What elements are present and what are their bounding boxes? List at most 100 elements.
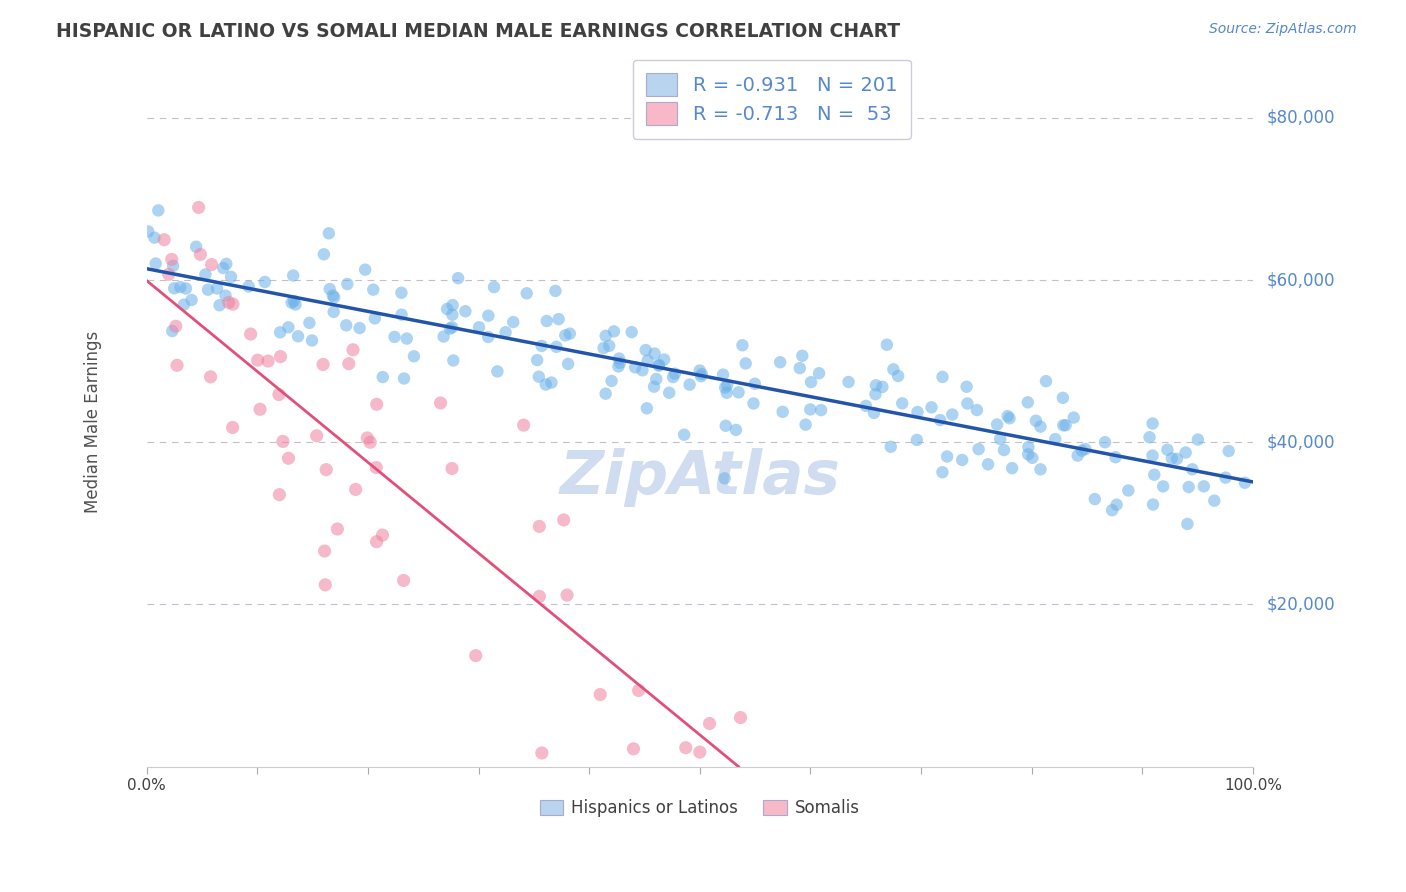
Point — [921, 401, 943, 415]
Point — [637, 353, 659, 368]
Point — [436, 301, 458, 316]
Point — [354, 262, 377, 277]
Point — [699, 716, 721, 731]
Point — [1142, 417, 1164, 431]
Point — [652, 352, 675, 367]
Point — [855, 399, 877, 413]
Point — [716, 378, 738, 392]
Point — [530, 746, 553, 760]
Point — [336, 277, 359, 291]
Point — [607, 359, 630, 374]
Point — [876, 337, 898, 351]
Point — [865, 387, 887, 401]
Point — [384, 330, 406, 344]
Point — [439, 321, 461, 335]
Point — [253, 275, 276, 289]
Point — [371, 528, 394, 542]
Point — [447, 271, 470, 285]
Point — [675, 740, 697, 755]
Point — [200, 369, 222, 384]
Point — [1139, 430, 1161, 444]
Point — [1052, 418, 1074, 433]
Point — [967, 442, 990, 457]
Point — [440, 461, 463, 475]
Point — [160, 252, 183, 267]
Text: ZipAtlas: ZipAtlas — [560, 448, 841, 507]
Point — [620, 325, 643, 339]
Point — [955, 380, 977, 394]
Point — [931, 370, 953, 384]
Point — [730, 710, 752, 724]
Point — [257, 354, 280, 368]
Point — [865, 378, 887, 392]
Point — [863, 406, 886, 420]
Point — [205, 281, 228, 295]
Text: $40,000: $40,000 — [1267, 434, 1334, 451]
Point — [392, 574, 415, 588]
Point — [194, 268, 217, 282]
Point — [1001, 461, 1024, 475]
Point — [495, 326, 517, 340]
Point — [312, 358, 335, 372]
Point — [239, 326, 262, 341]
Point — [678, 377, 700, 392]
Point — [163, 281, 186, 295]
Point — [249, 402, 271, 417]
Point — [690, 369, 713, 384]
Point — [323, 290, 346, 304]
Point — [219, 269, 242, 284]
Point — [664, 367, 686, 381]
Point — [1017, 440, 1039, 454]
Point — [197, 283, 219, 297]
Point — [315, 463, 337, 477]
Point — [314, 578, 336, 592]
Point — [714, 418, 737, 433]
Point — [162, 259, 184, 273]
Point — [645, 372, 668, 386]
Text: Median Male Earnings: Median Male Earnings — [84, 331, 103, 513]
Point — [371, 370, 394, 384]
Point — [166, 359, 188, 373]
Point — [553, 513, 575, 527]
Point — [433, 329, 456, 343]
Point — [214, 288, 236, 302]
Point — [165, 319, 187, 334]
Text: HISPANIC OR LATINO VS SOMALI MEDIAN MALE EARNINGS CORRELATION CHART: HISPANIC OR LATINO VS SOMALI MEDIAN MALE… — [56, 22, 900, 41]
Point — [366, 397, 388, 411]
Point — [631, 363, 654, 377]
Point — [592, 341, 614, 355]
Point — [464, 648, 486, 663]
Point — [402, 349, 425, 363]
Point — [477, 330, 499, 344]
Point — [609, 356, 631, 370]
Point — [905, 433, 928, 447]
Point — [634, 343, 657, 357]
Point — [931, 465, 953, 479]
Point — [557, 357, 579, 371]
Point — [600, 374, 623, 388]
Point — [1233, 475, 1256, 490]
Text: Source: ZipAtlas.com: Source: ZipAtlas.com — [1209, 22, 1357, 37]
Point — [222, 297, 245, 311]
Point — [1181, 462, 1204, 476]
Point — [529, 590, 551, 604]
Point — [555, 588, 578, 602]
Point — [1218, 444, 1240, 458]
Point — [212, 260, 235, 275]
Point — [711, 368, 734, 382]
Point — [361, 283, 384, 297]
Point — [598, 339, 620, 353]
Point — [998, 411, 1021, 425]
Point — [595, 386, 617, 401]
Point — [882, 362, 904, 376]
Point — [1192, 479, 1215, 493]
Point — [218, 295, 240, 310]
Point — [1029, 462, 1052, 476]
Point — [482, 280, 505, 294]
Point — [546, 340, 568, 354]
Point — [544, 284, 567, 298]
Point — [337, 357, 360, 371]
Point — [344, 483, 367, 497]
Point — [221, 420, 243, 434]
Point — [277, 320, 299, 334]
